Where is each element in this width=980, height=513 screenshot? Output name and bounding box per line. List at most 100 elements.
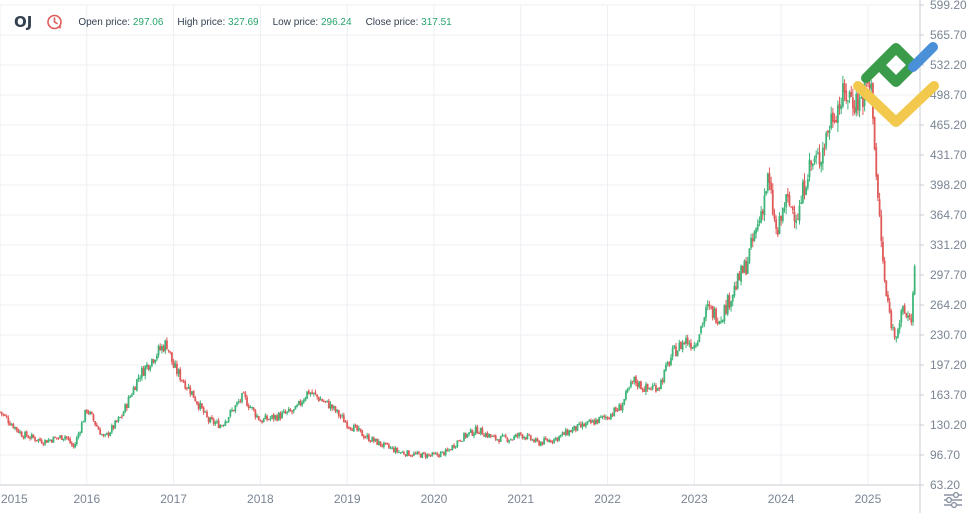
candle-body bbox=[511, 439, 514, 441]
candle-body bbox=[720, 320, 722, 322]
candle-body bbox=[77, 433, 80, 438]
candle-body bbox=[105, 432, 108, 435]
candle-body bbox=[489, 434, 492, 437]
candle-body bbox=[216, 420, 218, 423]
candle-body bbox=[82, 421, 85, 423]
candle-body bbox=[292, 409, 295, 412]
candle-body bbox=[554, 437, 557, 440]
candle-body bbox=[84, 409, 87, 422]
candle-body bbox=[191, 391, 193, 395]
candle-body bbox=[878, 199, 881, 216]
candle-body bbox=[892, 327, 894, 329]
candle-body bbox=[357, 428, 360, 431]
candle-body bbox=[745, 260, 747, 275]
candle-body bbox=[129, 396, 132, 398]
candle-body bbox=[414, 453, 417, 455]
candle-body bbox=[645, 384, 647, 392]
candle-body bbox=[780, 215, 783, 221]
candle-body bbox=[367, 434, 370, 442]
candle-body bbox=[459, 440, 462, 442]
candle-body bbox=[614, 407, 617, 411]
candle-body bbox=[765, 191, 768, 195]
candle-body bbox=[651, 385, 654, 390]
candle-body bbox=[473, 433, 475, 436]
candle-body bbox=[406, 450, 409, 457]
candle-body bbox=[640, 381, 642, 390]
candle-body bbox=[104, 434, 107, 436]
candle-body bbox=[207, 417, 210, 422]
candle-body bbox=[598, 416, 601, 423]
candle-body bbox=[843, 82, 846, 93]
candle-body bbox=[883, 260, 886, 281]
candle-body bbox=[336, 409, 339, 412]
candle-body bbox=[630, 381, 632, 387]
candle-body bbox=[39, 438, 41, 441]
candle-body bbox=[150, 358, 153, 367]
candle-body bbox=[833, 119, 836, 122]
candle-body bbox=[446, 449, 449, 451]
candle-body bbox=[154, 359, 157, 363]
candle-body bbox=[221, 425, 223, 427]
candle-body bbox=[678, 342, 681, 351]
candle-body bbox=[299, 400, 302, 405]
candle-body bbox=[244, 392, 247, 397]
candle-body bbox=[638, 381, 641, 388]
candle-body bbox=[99, 429, 102, 435]
candle-body bbox=[130, 394, 133, 397]
candle-body bbox=[691, 347, 694, 349]
candle-body bbox=[534, 438, 537, 442]
candle-body bbox=[326, 400, 329, 402]
candle-body bbox=[438, 454, 440, 457]
candle-body bbox=[212, 418, 215, 424]
candle-body bbox=[404, 454, 407, 457]
candle-body bbox=[541, 441, 544, 445]
x-tick-label: 2015 bbox=[1, 492, 28, 506]
candle-body bbox=[478, 433, 480, 435]
candle-body bbox=[314, 392, 317, 395]
candle-body bbox=[626, 388, 629, 392]
candle-body bbox=[408, 450, 410, 456]
candle-body bbox=[613, 407, 616, 417]
candle-body bbox=[516, 434, 519, 437]
candle-body bbox=[74, 444, 77, 448]
candle-body bbox=[87, 411, 90, 414]
candle-body bbox=[498, 439, 500, 443]
candle-body bbox=[252, 407, 255, 410]
candle-body bbox=[64, 436, 66, 439]
candle-body bbox=[361, 430, 364, 437]
candle-body bbox=[675, 346, 677, 357]
candle-body bbox=[334, 406, 337, 412]
candle-body bbox=[42, 443, 45, 445]
candle-body bbox=[830, 113, 833, 129]
candle-body bbox=[226, 421, 228, 423]
candle-body bbox=[466, 434, 469, 438]
candle-body bbox=[311, 392, 314, 395]
candle-body bbox=[411, 455, 414, 457]
candle-body bbox=[155, 355, 158, 360]
candle-body bbox=[236, 402, 238, 405]
candle-body bbox=[171, 352, 173, 362]
candle-body bbox=[29, 437, 31, 439]
candle-body bbox=[870, 83, 873, 90]
candle-body bbox=[658, 387, 661, 389]
candle-body bbox=[795, 220, 798, 223]
candle-body bbox=[147, 364, 150, 370]
candle-body bbox=[202, 407, 205, 413]
candle-body bbox=[134, 387, 137, 390]
candle-body bbox=[890, 311, 893, 328]
candle-body bbox=[912, 292, 914, 322]
candle-body bbox=[488, 433, 490, 438]
y-tick-label: 565.70 bbox=[930, 28, 967, 42]
candle-body bbox=[618, 404, 621, 411]
candle-body bbox=[756, 224, 759, 230]
candle-body bbox=[346, 421, 349, 428]
candle-body bbox=[508, 440, 510, 442]
candle-body bbox=[89, 411, 92, 415]
candle-body bbox=[45, 440, 48, 443]
candle-body bbox=[94, 421, 97, 425]
candle-body bbox=[668, 362, 671, 366]
settings-icon[interactable] bbox=[944, 491, 962, 509]
candle-body bbox=[718, 321, 721, 324]
candle-body bbox=[341, 415, 344, 417]
